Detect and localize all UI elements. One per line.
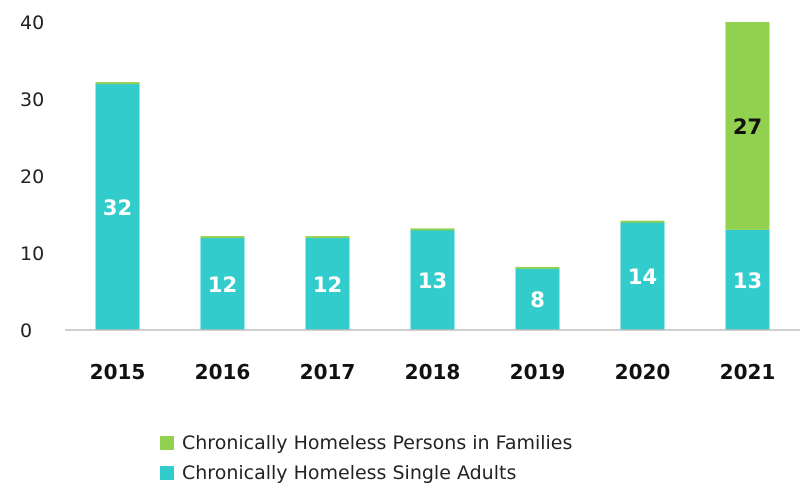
data-labels: 32 12 12 13 8 14 13 27 (103, 115, 762, 312)
data-label-single-adults-2016: 12 (208, 273, 237, 297)
x-tick-label-2018: 2018 (405, 360, 461, 384)
x-axis: 2015 2016 2017 2018 2019 2020 2021 (90, 360, 776, 384)
data-label-single-adults-2019: 8 (530, 288, 545, 312)
legend-label-single-adults: Chronically Homeless Single Adults (182, 462, 517, 484)
bar-top-edge-2016 (200, 236, 245, 239)
x-tick-label-2020: 2020 (615, 360, 671, 384)
x-tick-label-2017: 2017 (300, 360, 356, 384)
data-label-single-adults-2017: 12 (313, 273, 342, 297)
y-tick-label: 0 (20, 320, 32, 342)
bars (95, 22, 770, 330)
data-label-single-adults-2015: 32 (103, 196, 132, 220)
data-label-single-adults-2020: 14 (628, 265, 657, 289)
x-tick-label-2016: 2016 (195, 360, 251, 384)
bar-single-adults-2016 (200, 237, 245, 330)
bar-top-edge-2020 (620, 220, 665, 223)
bar-top-edge-2018 (410, 228, 455, 231)
y-axis: 0 10 20 30 40 (20, 12, 44, 342)
legend-label-families: Chronically Homeless Persons in Families (182, 432, 573, 454)
bar-families-2021 (725, 22, 770, 230)
legend: Chronically Homeless Persons in Families… (160, 428, 572, 488)
y-tick-label: 40 (20, 12, 44, 34)
bar-single-adults-2018 (410, 229, 455, 330)
y-tick-label: 30 (20, 89, 44, 111)
legend-swatch-families (160, 436, 174, 450)
legend-item-single-adults: Chronically Homeless Single Adults (160, 458, 572, 488)
bar-single-adults-2019 (515, 268, 560, 330)
legend-item-families: Chronically Homeless Persons in Families (160, 428, 572, 458)
y-tick-label: 10 (20, 243, 44, 265)
y-tick-label: 20 (20, 166, 44, 188)
data-label-single-adults-2018: 13 (418, 269, 447, 293)
legend-swatch-single-adults (160, 466, 174, 480)
x-tick-label-2015: 2015 (90, 360, 146, 384)
data-label-families-2021: 27 (733, 115, 762, 139)
bar-single-adults-2020 (620, 222, 665, 330)
bar-single-adults-2015 (95, 83, 140, 330)
x-tick-label-2021: 2021 (720, 360, 776, 384)
data-label-single-adults-2021: 13 (733, 269, 762, 293)
x-tick-label-2019: 2019 (510, 360, 566, 384)
bar-top-edge-2017 (305, 236, 350, 239)
bar-single-adults-2017 (305, 237, 350, 330)
bar-top-edge-2015 (95, 82, 140, 85)
bar-single-adults-2021 (725, 229, 770, 330)
bar-top-edge-2019 (515, 266, 560, 269)
